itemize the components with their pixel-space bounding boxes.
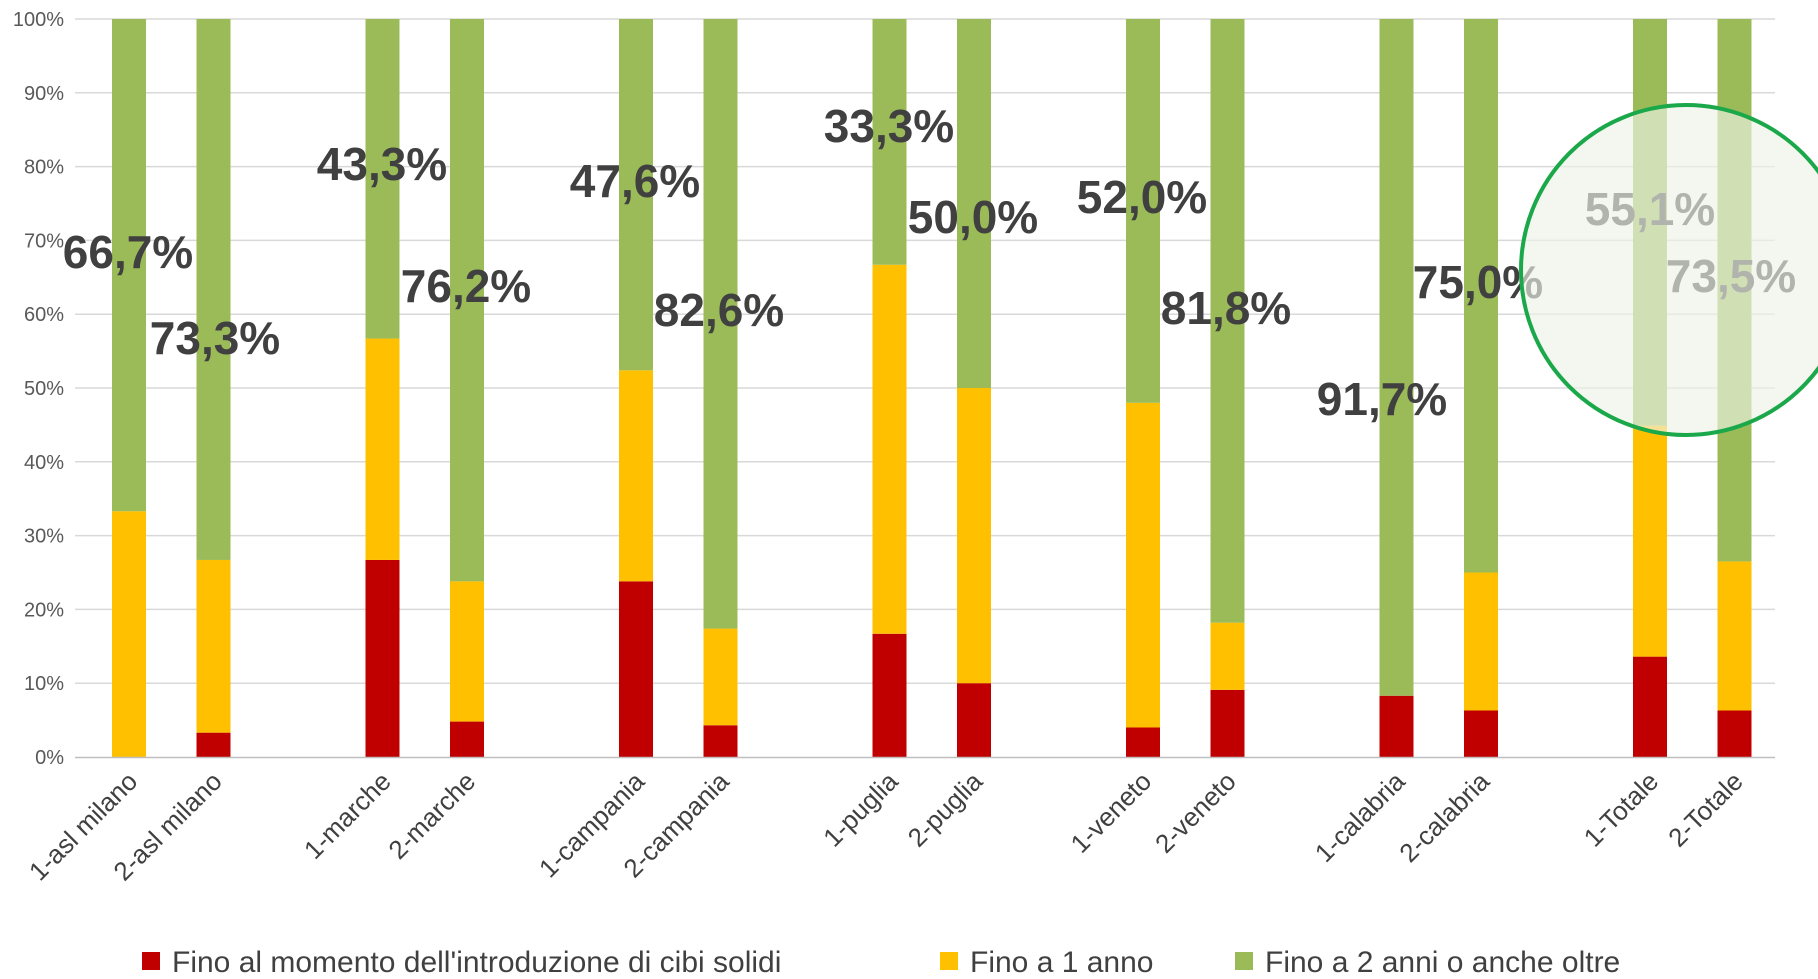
bar-segment-2	[703, 628, 738, 726]
bar-segment-2	[1633, 425, 1667, 657]
y-tick-label: 80%	[24, 157, 64, 179]
x-category-label: 2-puglia	[902, 766, 989, 853]
bar-segment-3	[196, 19, 231, 560]
bar-segment-3	[1464, 19, 1498, 573]
x-category-label: 1-Totale	[1578, 766, 1665, 853]
bar-segment-2	[619, 370, 653, 582]
bar-segment-2	[450, 581, 484, 722]
legend-swatch	[142, 952, 160, 970]
bar-segment-1	[619, 581, 653, 757]
bar-segment-3	[112, 19, 146, 512]
y-tick-label: 100%	[13, 9, 64, 31]
bar-segment-3	[703, 19, 738, 629]
legend: Fino al momento dell'introduzione di cib…	[142, 946, 1620, 979]
x-category-label: 2-veneto	[1149, 766, 1242, 859]
y-tick-label: 90%	[24, 83, 64, 105]
bar-segment-3	[872, 19, 907, 265]
bar-segment-1	[196, 732, 231, 757]
bar-segment-2	[872, 264, 907, 634]
y-tick-label: 70%	[24, 230, 64, 252]
legend-label: Fino al momento dell'introduzione di cib…	[172, 946, 781, 979]
bar-segment-2	[112, 511, 146, 757]
bar-segment-1	[1126, 727, 1160, 757]
data-label: 81,8%	[1161, 282, 1291, 334]
data-label: 91,7%	[1317, 373, 1447, 425]
bar-segment-2	[196, 559, 231, 733]
bar-segment-3	[619, 19, 653, 371]
data-labels: 66,7% 73,3% 43,3% 76,2% 47,6% 82,6% 33,3% 50,0%…	[63, 100, 1796, 425]
bar-segment-3	[1379, 19, 1414, 696]
bar-segment-1	[450, 721, 484, 757]
bar-segment-2	[1210, 622, 1245, 690]
data-label: 47,6%	[570, 155, 700, 207]
bar-segment-1	[1464, 710, 1498, 757]
data-label: 73,3%	[150, 312, 280, 364]
x-category-label: 1-veneto	[1064, 766, 1157, 859]
data-label: 33,3%	[824, 100, 954, 152]
y-axis-tick-labels: 0% 10% 20% 30% 40% 50% 60% 70% 80% 90% 100%	[13, 9, 64, 769]
bar-segment-2	[957, 388, 991, 684]
y-tick-label: 30%	[24, 526, 64, 548]
y-tick-label: 40%	[24, 452, 64, 474]
y-tick-label: 20%	[24, 599, 64, 621]
bar-segment-2	[1717, 561, 1752, 711]
data-label: 82,6%	[654, 284, 784, 336]
highlight-circle	[1519, 103, 1818, 437]
bar-segment-1	[703, 725, 738, 757]
bar-segment-1	[957, 683, 991, 757]
legend-swatch	[1235, 952, 1253, 970]
bar-segment-1	[872, 633, 907, 757]
bar-segment-1	[365, 559, 400, 757]
x-category-label: 1-calabria	[1309, 766, 1411, 868]
y-tick-label: 10%	[24, 673, 64, 695]
data-label: 66,7%	[63, 226, 193, 278]
bar-segment-2	[1464, 572, 1498, 711]
bar-segment-3	[1210, 19, 1245, 623]
bar-segment-1	[1379, 695, 1414, 757]
x-category-label: 2-Totale	[1662, 766, 1749, 853]
bar-segment-3	[365, 19, 400, 339]
x-category-label: 2-marche	[382, 766, 481, 865]
y-tick-label: 60%	[24, 304, 64, 326]
y-tick-label: 50%	[24, 378, 64, 400]
bar-segment-3	[450, 19, 484, 582]
x-category-label: 1-marche	[298, 766, 397, 865]
legend-label: Fino a 1 anno	[970, 946, 1153, 979]
x-category-label: 2-calabria	[1393, 766, 1495, 868]
y-tick-label: 0%	[35, 747, 64, 769]
bar-segment-1	[1210, 689, 1245, 757]
data-label: 76,2%	[401, 260, 531, 312]
highlight-circle-shape	[1519, 103, 1818, 437]
bar-segment-3	[1126, 19, 1160, 403]
bar-segment-1	[1633, 656, 1667, 757]
bar-segment-1	[1717, 710, 1752, 757]
data-label: 52,0%	[1077, 171, 1207, 223]
legend-label: Fino a 2 anni o anche oltre	[1265, 946, 1620, 979]
bar-segment-3	[957, 19, 991, 388]
bar-segment-2	[1126, 402, 1160, 728]
data-label: 43,3%	[317, 138, 447, 190]
bar-segment-2	[365, 338, 400, 560]
legend-swatch	[940, 952, 958, 970]
x-category-label: 1-puglia	[817, 766, 904, 853]
data-label: 50,0%	[908, 191, 1038, 243]
